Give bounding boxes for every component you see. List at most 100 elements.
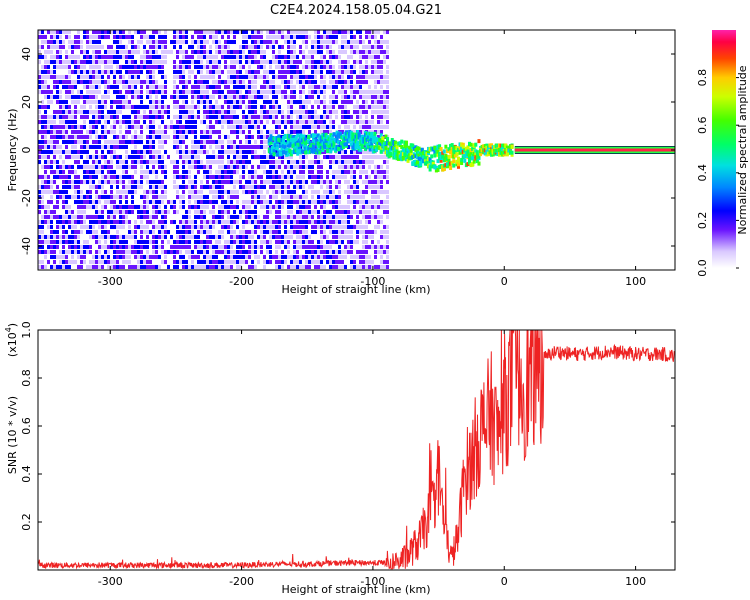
spectrogram-cell [290, 100, 293, 104]
spectrogram-cell [113, 155, 116, 159]
spectrogram-cell [56, 95, 59, 99]
spectrogram-cell [335, 180, 338, 184]
spectrogram-cell [275, 260, 278, 264]
spectrogram-cell [275, 240, 278, 244]
spectrogram-cell [266, 225, 269, 229]
spectrogram-cell [287, 205, 290, 209]
spectrogram-cell [356, 115, 359, 119]
signal-cell [327, 144, 331, 149]
spectrogram-cell [113, 215, 116, 219]
spectrogram-cell [293, 225, 296, 229]
spectrogram-cell [236, 80, 239, 84]
spectrogram-cell [224, 30, 227, 34]
spectrogram-cell [182, 170, 185, 174]
spectrogram-cell [77, 205, 80, 209]
spectrogram-cell [197, 230, 200, 234]
spectrogram-cell [152, 170, 155, 174]
spectrogram-cell [245, 95, 248, 99]
spectrogram-cell [62, 180, 65, 184]
spectrogram-cell [383, 30, 386, 34]
spectrogram-cell [323, 200, 326, 204]
spectrogram-cell [188, 245, 191, 249]
spectrogram-cell [329, 225, 332, 229]
spectrogram-cell [104, 205, 107, 209]
spectrogram-cell [200, 70, 203, 74]
spectrogram-cell [146, 170, 149, 174]
spectrogram-cell [140, 125, 143, 129]
spectrogram-cell [251, 240, 254, 244]
spectrogram-cell [239, 55, 242, 59]
spectrogram-cell [302, 80, 305, 84]
spectrogram-cell [356, 255, 359, 259]
spectrogram-cell [161, 90, 164, 94]
spectrogram-cell [110, 225, 113, 229]
spectrogram-cell [101, 155, 104, 159]
spectrogram-cell [368, 205, 371, 209]
spectrogram-cell [356, 195, 359, 199]
spectrogram-cell [146, 250, 149, 254]
spectrogram-cell [365, 170, 368, 174]
spectrogram-cell [299, 225, 302, 229]
spectrogram-cell [209, 255, 212, 259]
spectrogram-cell [383, 210, 386, 214]
spectrogram-cell [107, 75, 110, 79]
signal-cell [272, 142, 276, 147]
spectrogram-cell [209, 105, 212, 109]
spectrogram-cell [233, 180, 236, 184]
spectrogram-cell [185, 215, 188, 219]
spectrogram-cell [71, 235, 74, 239]
spectrogram-cell [227, 75, 230, 79]
spectrogram-cell [206, 85, 209, 89]
spectrogram-cell [383, 60, 386, 64]
spectrogram-cell [98, 85, 101, 89]
spectrogram-cell [140, 155, 143, 159]
spectrogram-cell [182, 140, 185, 144]
signal-cell [315, 142, 319, 147]
spectrogram-cell [215, 110, 218, 114]
spectrogram-cell [74, 70, 77, 74]
spectrogram-cell [152, 75, 155, 79]
spectrogram-cell [218, 265, 221, 269]
spectrogram-cell [281, 130, 284, 134]
spectrogram-cell [41, 230, 44, 234]
spectrogram-cell [68, 260, 71, 264]
spectrogram-cell [317, 220, 320, 224]
spectrogram-cell [158, 45, 161, 49]
spectrogram-cell [137, 155, 140, 159]
spectrogram-cell [152, 160, 155, 164]
spectrogram-cell [356, 225, 359, 229]
spectrogram-cell [380, 125, 383, 129]
spectrogram-cell [233, 40, 236, 44]
spectrogram-cell [71, 135, 74, 139]
spectrogram-cell [50, 130, 53, 134]
spectrogram-cell [302, 110, 305, 114]
spectrogram-cell [50, 40, 53, 44]
spectrogram-cell [155, 250, 158, 254]
spectrogram-cell [251, 100, 254, 104]
spectrogram-cell [176, 225, 179, 229]
spectrogram-cell [365, 45, 368, 49]
spectrogram-cell [242, 220, 245, 224]
spectrogram-cell [65, 130, 68, 134]
spectrogram-cell [119, 240, 122, 244]
spectrogram-cell [170, 245, 173, 249]
signal-cell [368, 140, 372, 145]
spectrogram-cell [386, 205, 389, 209]
spectrogram-cell [275, 245, 278, 249]
spectrogram-cell [233, 105, 236, 109]
spectrogram-cell [188, 225, 191, 229]
spectrogram-cell [239, 95, 242, 99]
spectrogram-cell [221, 125, 224, 129]
spectrogram-cell [236, 245, 239, 249]
spectrogram-cell [188, 230, 191, 234]
spectrogram-cell [50, 135, 53, 139]
spectrogram-cell [140, 35, 143, 39]
spectrogram-cell [38, 150, 41, 154]
spectrogram-cell [161, 100, 164, 104]
spectrogram-cell [263, 60, 266, 64]
spectrogram-cell [38, 240, 41, 244]
spectrogram-cell [47, 235, 50, 239]
spectrogram-cell [41, 185, 44, 189]
spectrogram-cell [245, 220, 248, 224]
spectrogram-cell [320, 245, 323, 249]
